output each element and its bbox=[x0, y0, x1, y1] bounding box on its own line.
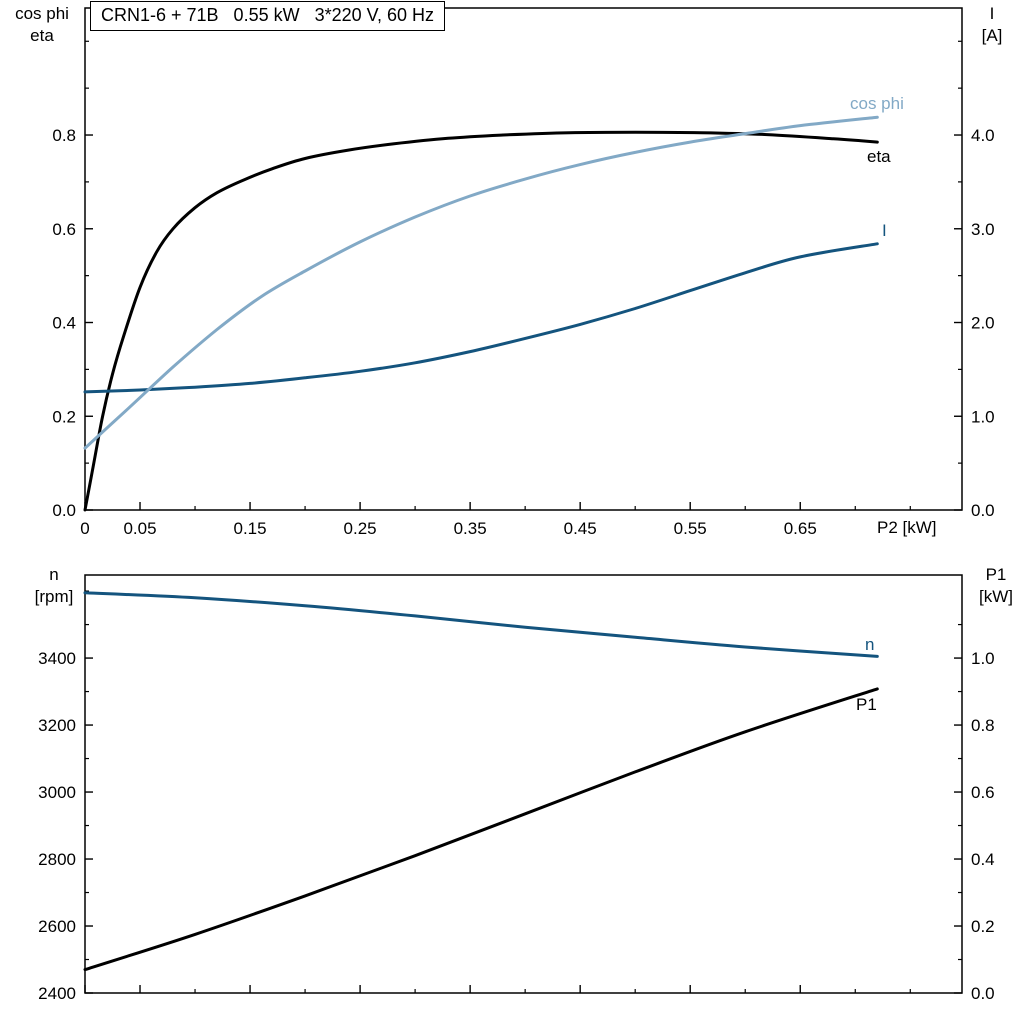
bottom-chart: 2400 2600 2800 3000 3200 3400 0.0 0.2 0.4 0.6 0.8 1… bbox=[38, 574, 995, 1003]
x-tick-label: 0.25 bbox=[344, 519, 377, 538]
cos-phi-curve-label: cos phi bbox=[850, 94, 904, 113]
x-tick-label: 0.65 bbox=[784, 519, 817, 538]
right-tick-label: 0.2 bbox=[971, 917, 995, 936]
left-tick-label: 0.0 bbox=[52, 501, 76, 520]
eta-curve-label: eta bbox=[867, 147, 891, 166]
left-tick-label: 2400 bbox=[38, 984, 76, 1003]
x-tick-label: 0.35 bbox=[454, 519, 487, 538]
cos-phi-curve bbox=[83, 115, 879, 450]
speed-axis-label: n bbox=[49, 565, 59, 584]
current-curve-label: I bbox=[882, 221, 887, 240]
right-tick-label: 0.4 bbox=[971, 850, 995, 869]
right-tick-label: 0.0 bbox=[971, 984, 995, 1003]
left-tick-label: 0.2 bbox=[52, 407, 76, 426]
p1-axis-label: P1 bbox=[985, 565, 1007, 584]
rpm-unit-label: [rpm] bbox=[34, 586, 74, 606]
x-tick-label: 0.55 bbox=[674, 519, 707, 538]
top-chart: 0 0.05 0.15 0.25 0.35 0.45 0.55 0.65 0.0 0.2 0.4 0.… bbox=[52, 7, 995, 538]
x-axis-label: P2 [kW] bbox=[877, 518, 937, 537]
eta-axis-label: eta bbox=[30, 25, 54, 45]
speed-curve-label: n bbox=[865, 635, 875, 654]
p1-curve-label: P1 bbox=[856, 695, 877, 714]
left-tick-label: 0.8 bbox=[52, 126, 76, 145]
right-tick-label: 1.0 bbox=[971, 649, 995, 668]
bottom-left-axis-title: n [rpm] bbox=[14, 564, 94, 608]
ampere-unit-label: [A] bbox=[981, 25, 1003, 45]
title-box: CRN1-6 + 71B 0.55 kW 3*220 V, 60 Hz bbox=[90, 1, 446, 31]
eta-curve bbox=[83, 130, 879, 512]
left-tick-label: 2800 bbox=[38, 850, 76, 869]
x-tick-label: 0.05 bbox=[123, 519, 156, 538]
left-tick-label: 3200 bbox=[38, 716, 76, 735]
right-tick-label: 1.0 bbox=[971, 407, 995, 426]
speed-curve bbox=[83, 591, 879, 658]
left-tick-label: 3400 bbox=[38, 649, 76, 668]
right-tick-label: 0.0 bbox=[971, 501, 995, 520]
plot-frame bbox=[84, 574, 963, 994]
right-tick-label: 0.8 bbox=[971, 716, 995, 735]
right-tick-label: 2.0 bbox=[971, 314, 995, 333]
left-tick-label: 0.6 bbox=[52, 220, 76, 239]
current-axis-label: I bbox=[989, 4, 995, 23]
top-right-axis-title: I [A] bbox=[966, 3, 1018, 47]
plot-frame bbox=[84, 7, 963, 511]
top-left-axis-title: cos phi eta bbox=[2, 3, 82, 47]
x-tick-label: 0.15 bbox=[234, 519, 267, 538]
left-tick-label: 2600 bbox=[38, 917, 76, 936]
current-curve bbox=[83, 242, 879, 394]
left-tick-label: 3000 bbox=[38, 783, 76, 802]
right-tick-label: 3.0 bbox=[971, 220, 995, 239]
bottom-right-axis-title: P1 [kW] bbox=[968, 564, 1024, 608]
kw-unit-label: [kW] bbox=[979, 586, 1013, 606]
x-tick-label: 0 bbox=[80, 519, 89, 538]
x-tick-label: 0.45 bbox=[564, 519, 597, 538]
right-tick-label: 0.6 bbox=[971, 783, 995, 802]
cos-phi-axis-label: cos phi bbox=[15, 4, 69, 23]
p1-curve bbox=[83, 687, 879, 972]
left-tick-label: 0.4 bbox=[52, 314, 76, 333]
right-tick-label: 4.0 bbox=[971, 126, 995, 145]
